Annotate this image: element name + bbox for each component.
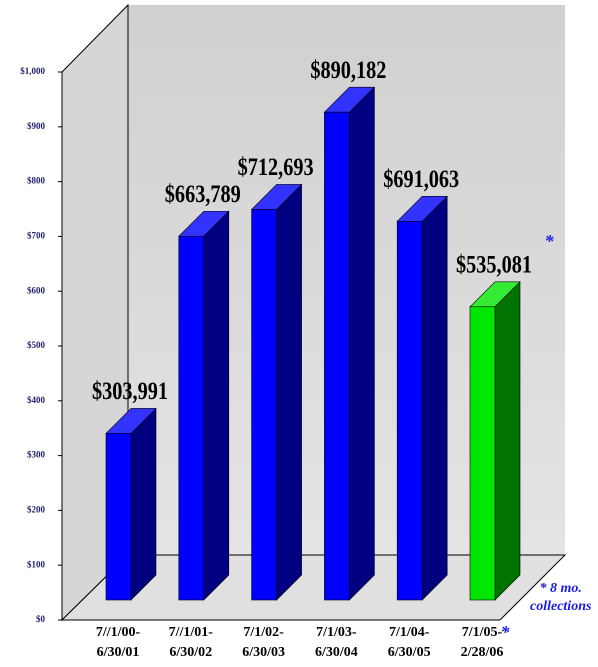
bar-side <box>494 281 521 601</box>
y-tick-label: $600 <box>27 285 46 295</box>
value-label: $535,081 <box>456 252 532 279</box>
bar <box>251 209 277 601</box>
x-tick-label: 7//1/00- 6/30/01 <box>95 625 141 660</box>
y-tick-label: $700 <box>27 230 46 240</box>
bar <box>396 220 423 601</box>
bar-side <box>130 407 157 601</box>
y-tick-label: $300 <box>27 450 46 460</box>
value-label: $303,991 <box>92 378 168 405</box>
x-tick-label: 7/1/04- 6/30/05 <box>387 625 431 660</box>
bar-side <box>276 183 302 601</box>
bar <box>324 111 350 601</box>
x-tick-label: 7/1/02- 6/30/03 <box>242 625 285 660</box>
value-label: $663,789 <box>165 181 241 208</box>
bar-side <box>421 195 448 601</box>
x-tick-label: 7/1/03- 6/30/04 <box>315 625 358 660</box>
y-tick-label: $0 <box>36 614 46 624</box>
x-tick-label: 7//1/01- 6/30/02 <box>168 625 213 660</box>
bar <box>105 433 132 601</box>
annotation: * 8 mo. collections <box>530 581 592 614</box>
y-tick-label: $400 <box>27 395 46 405</box>
y-tick-label: $900 <box>27 121 46 131</box>
y-tick-label: $1,000 <box>20 66 45 76</box>
value-label: $890,182 <box>310 57 386 84</box>
x-tick-label: 7/1/05- 2/28/06 <box>460 625 504 660</box>
y-tick-label: $100 <box>27 559 46 569</box>
y-tick-label: $200 <box>27 504 46 514</box>
bar <box>178 235 205 601</box>
annotation: * <box>545 231 555 251</box>
annotation: * <box>501 622 511 642</box>
bar-side <box>349 86 375 601</box>
value-label: $712,693 <box>238 154 314 181</box>
y-tick-label: $800 <box>27 176 46 186</box>
value-label: $691,063 <box>383 166 459 193</box>
bar-side <box>203 210 230 601</box>
bar <box>469 306 496 601</box>
y-tick-label: $500 <box>27 340 46 350</box>
